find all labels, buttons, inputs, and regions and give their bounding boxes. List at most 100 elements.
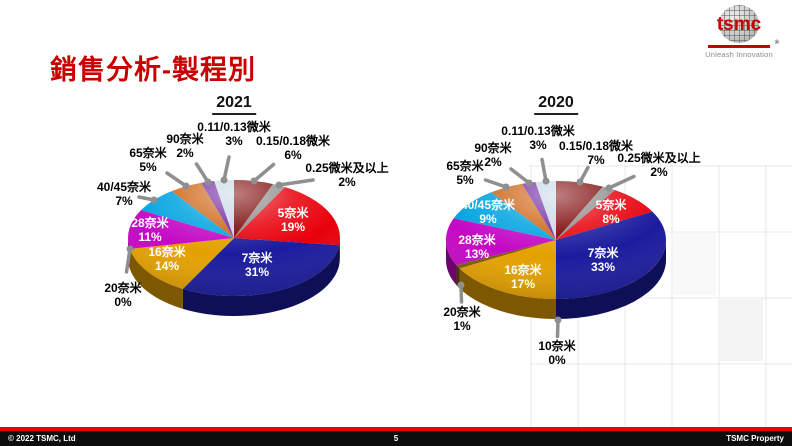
label-leader-line xyxy=(540,157,548,183)
slice-percent: 5% xyxy=(139,160,157,174)
pie-slice-label: 16奈米 17% xyxy=(504,263,541,291)
slice-name: 65奈米 xyxy=(129,145,167,160)
slice-percent: 8% xyxy=(602,212,620,226)
footer-property: TSMC Property xyxy=(726,434,784,443)
footer-bar: © 2022 TSMC, Ltd 5 TSMC Property xyxy=(0,431,792,446)
label-leader-dot xyxy=(502,183,510,191)
slice-name: 90奈米 xyxy=(166,131,204,146)
slice-name: 5奈米 xyxy=(277,205,309,220)
slice-percent: 3% xyxy=(225,134,243,148)
pie-slice-label: 5奈米 8% xyxy=(596,198,627,226)
pie-chart-2021: 2021 0.15/0.18微米 6% 0.25微米及以上 2% 5奈米 19% 7奈米 31… xyxy=(50,92,410,342)
label-leader-line xyxy=(222,155,231,182)
pie-slice-label: 7奈米 31% xyxy=(242,251,273,279)
label-leader-line xyxy=(277,178,315,187)
wafer-icon xyxy=(719,5,759,43)
die-cell xyxy=(718,297,763,361)
label-leader-line xyxy=(252,162,276,183)
slice-name: 65奈米 xyxy=(446,158,484,173)
slice-percent: 31% xyxy=(244,265,270,279)
page-number: 5 xyxy=(393,434,399,443)
registered-mark: ® xyxy=(774,40,779,46)
pie-slice-label: 0.11/0.13微米 3% xyxy=(197,120,270,148)
pie-svg xyxy=(124,155,340,316)
page-title: 銷售分析-製程別 xyxy=(50,55,256,86)
slice-name: 7奈米 xyxy=(587,245,619,260)
slice-name: 0.11/0.13微米 xyxy=(197,119,271,134)
label-leader-dot xyxy=(150,196,158,204)
label-leader-dot xyxy=(542,177,550,185)
pie-slice-label: 20奈米 1% xyxy=(443,305,480,333)
footer-red-line xyxy=(0,427,792,431)
pie-slice-wall xyxy=(446,240,457,286)
pie-gloss xyxy=(128,180,340,296)
slice-percent: 11% xyxy=(138,230,162,244)
label-leader-line xyxy=(483,178,508,189)
slice-percent: 19% xyxy=(280,220,306,234)
label-leader-dot xyxy=(525,179,533,187)
slice-name: 0.11/0.13微米 xyxy=(501,123,575,138)
slice-percent: 13% xyxy=(464,247,490,261)
slice-name: 16奈米 xyxy=(148,244,186,259)
label-leader-dot xyxy=(605,184,613,192)
label-leader-dot xyxy=(182,182,190,190)
pie-chart-2020: 2020 0.15/0.18微米 7% 0.25微米及以上 2% 5奈米 8% 7奈米 33%… xyxy=(410,92,792,392)
slice-name: 20奈米 xyxy=(104,280,142,295)
label-leader-line xyxy=(194,162,210,184)
label-leader-line xyxy=(509,167,531,185)
slice-name: 40/45奈米 xyxy=(96,179,152,194)
slice-name: 16奈米 xyxy=(504,262,542,277)
slice-percent: 2% xyxy=(176,146,194,160)
label-leader-line xyxy=(124,247,132,274)
label-leader-dot xyxy=(275,181,283,189)
pie-slice-label: 0.15/0.18微米 6% xyxy=(256,134,330,162)
slice-percent: 0% xyxy=(114,295,132,309)
slice-name: 20奈米 xyxy=(443,304,481,319)
pie-slice-label: 28奈米 13% xyxy=(458,233,495,261)
pie-slice-label: 0.15/0.18微米 7% xyxy=(559,139,633,167)
pie-slice-wall xyxy=(459,268,556,319)
die-cell xyxy=(671,231,716,295)
pie-slice-label: 28奈米 11% xyxy=(131,216,168,244)
tsmc-logo: tsmc ® Unleash Innovation xyxy=(694,5,784,59)
pie-gloss xyxy=(446,181,666,299)
chart-year-heading-2020: 2020 xyxy=(534,94,578,115)
pie-slice-label: 65奈米 5% xyxy=(446,159,483,187)
pie-slice-label: 40/45奈米 9% xyxy=(461,198,515,226)
slice-percent: 0% xyxy=(548,353,566,367)
slice-name: 0.25微米及以上 xyxy=(305,160,389,175)
pie-slice-label: 7奈米 33% xyxy=(588,246,619,274)
pie-slice-label: 16奈米 14% xyxy=(148,245,185,273)
pie-slice-label: 90奈米 2% xyxy=(474,141,511,169)
slice-percent: 7% xyxy=(587,153,605,167)
slice-percent: 1% xyxy=(453,319,471,333)
slice-percent: 14% xyxy=(154,259,180,273)
label-leader-dot xyxy=(554,316,562,324)
label-leader-dot xyxy=(220,176,228,184)
slice-name: 28奈米 xyxy=(131,215,169,230)
slice-percent: 33% xyxy=(590,260,616,274)
label-leader-dot xyxy=(457,281,465,289)
slice-percent: 6% xyxy=(284,148,302,162)
pie-slice-label: 0.11/0.13微米 3% xyxy=(501,124,574,152)
pie-slice-label: 90奈米 2% xyxy=(166,132,203,160)
label-leader-dot xyxy=(126,245,134,253)
slice-name: 0.15/0.18微米 xyxy=(255,133,331,148)
label-leader-dot xyxy=(250,177,258,185)
slice-percent: 2% xyxy=(650,165,668,179)
slice-percent: 2% xyxy=(484,155,502,169)
pie-slice-label: 65奈米 5% xyxy=(129,146,166,174)
slice-name: 0.25微米及以上 xyxy=(617,150,701,165)
label-leader-dot xyxy=(204,178,212,186)
pie-svg xyxy=(446,157,666,339)
slice-percent: 5% xyxy=(456,173,474,187)
pie-slice-label: 10奈米 0% xyxy=(538,339,575,367)
pie-slice-label: 20奈米 0% xyxy=(104,281,141,309)
slice-name: 40/45奈米 xyxy=(460,197,516,212)
pie-slice-label: 0.25微米及以上 2% xyxy=(617,151,700,179)
chart-year-heading-2021: 2021 xyxy=(212,94,256,115)
slice-percent: 3% xyxy=(529,138,547,152)
slice-percent: 9% xyxy=(479,212,497,226)
slice-percent: 17% xyxy=(510,277,536,291)
